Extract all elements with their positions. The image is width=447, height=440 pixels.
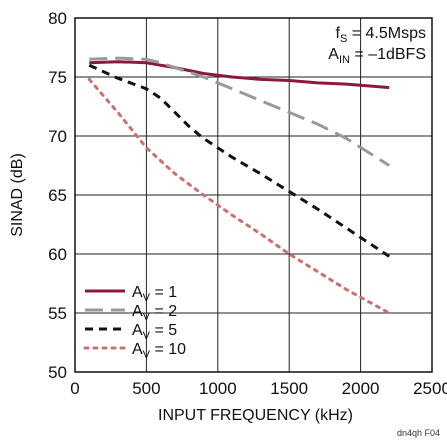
y-axis-title: SINAD (dB) bbox=[9, 153, 26, 237]
series-line-4 bbox=[87, 77, 391, 315]
annotation-2: AIN = –1dBFS bbox=[328, 46, 426, 66]
annotation-1: fS = 4.5Msps bbox=[336, 25, 427, 45]
x-tick-label: 500 bbox=[132, 379, 160, 398]
x-tick-label: 2500 bbox=[413, 379, 447, 398]
axes: 0 500 1000 1500 2000 2500 50 55 60 65 70 75 80 INPUT … bbox=[9, 9, 447, 438]
x-tick-label: 2000 bbox=[342, 379, 380, 398]
y-tick-label: 50 bbox=[48, 363, 67, 382]
y-tick-label: 75 bbox=[48, 68, 67, 87]
y-tick-label: 60 bbox=[48, 245, 67, 264]
x-tick-label: 0 bbox=[70, 379, 79, 398]
y-tick-label: 55 bbox=[48, 304, 67, 323]
y-tick-label: 70 bbox=[48, 127, 67, 146]
legend-label-3: AV = 5 bbox=[132, 322, 177, 342]
plot-frame bbox=[74, 17, 433, 373]
legend-label-4: AV = 10 bbox=[132, 341, 186, 361]
x-tick-label: 1000 bbox=[199, 379, 237, 398]
y-tick-label: 65 bbox=[48, 186, 67, 205]
series-line-2 bbox=[89, 56, 391, 167]
series-line-3 bbox=[88, 63, 391, 258]
legend-label-2: AV = 2 bbox=[132, 303, 177, 323]
series-lines bbox=[87, 56, 391, 315]
grid bbox=[75, 18, 432, 372]
figure-id-note: dn4qh F04 bbox=[397, 428, 440, 438]
legend-label-1: AV = 1 bbox=[132, 284, 177, 304]
x-axis-title: INPUT FREQUENCY (kHz) bbox=[158, 407, 353, 424]
series-line-1 bbox=[89, 60, 390, 90]
legend: AV = 1AV = 2AV = 5AV = 10 bbox=[83, 284, 186, 361]
y-tick-label: 80 bbox=[48, 9, 67, 28]
x-tick-label: 1500 bbox=[270, 379, 308, 398]
